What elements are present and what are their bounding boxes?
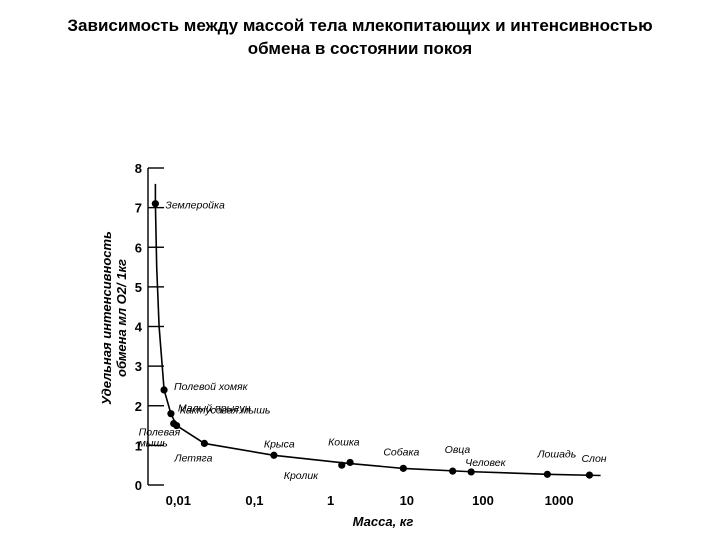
chart-title-line-2: обмена в состоянии покоя (247, 39, 473, 58)
point-label: Летяга (173, 452, 212, 464)
x-tick-label: 100 (472, 493, 494, 508)
data-point (399, 464, 407, 472)
x-tick-label: 10 (400, 493, 414, 508)
y-tick-label: 6 (135, 240, 142, 255)
data-point (173, 421, 181, 430)
point-label: Крыса (264, 438, 295, 450)
data-point (346, 458, 354, 467)
data-point (585, 471, 594, 479)
x-tick-label: 1000 (545, 493, 574, 508)
data-point (338, 461, 346, 469)
point-label: Слон (581, 453, 606, 465)
point-labels-layer: Землеройка Полевой хомяк Малый прыгунКакту… (139, 200, 607, 483)
x-tick-label: 0,01 (166, 493, 191, 508)
y-tick-label: 1 (135, 438, 142, 453)
point-label: Полевой хомяк (174, 381, 249, 393)
x-axis-label: Масса, кг (353, 514, 414, 529)
point-label: Человек (465, 457, 506, 469)
point-label: Землеройка (165, 200, 225, 212)
data-point (270, 451, 278, 459)
point-label: Кактусовая мышь (180, 405, 271, 417)
point-label: Полевая (139, 427, 181, 439)
y-tick-label: 2 (135, 399, 142, 414)
data-point (151, 200, 159, 208)
y-axis-label-line-1: Удельная интенсивность (99, 231, 114, 405)
point-label: Кролик (284, 470, 319, 482)
x-tick-label: 0,1 (245, 493, 263, 508)
x-tick-label: 1 (327, 493, 334, 508)
point-label: Кошка (328, 436, 360, 448)
data-point (467, 468, 475, 476)
y-tick-label: 4 (135, 320, 143, 335)
y-tick-label: 8 (135, 161, 142, 176)
chart-title: Зависимость между массой тела млекопитаю… (0, 14, 720, 60)
point-label: Овца (445, 444, 471, 456)
point-label: Собака (383, 446, 419, 458)
data-point (167, 410, 175, 418)
point-label: мышь (139, 438, 168, 450)
chart-title-line-1: Зависимость между массой тела млекопитаю… (67, 16, 653, 35)
data-point (449, 467, 457, 475)
y-axis-label-line-2: обмена мл O2/ 1кг (114, 259, 129, 377)
y-tick-label: 5 (135, 280, 142, 295)
y-tick-label: 3 (135, 359, 142, 374)
axes: 0 1 2 3 4 5 6 7 8 0,01 0,1 1 10 100 1000 (135, 161, 574, 508)
point-label: Лошадь (536, 448, 576, 460)
data-point (200, 439, 208, 447)
y-tick-label: 0 (135, 478, 142, 493)
trend-curve-layer (154, 183, 601, 477)
data-point (160, 386, 168, 394)
trend-curve (154, 183, 601, 477)
data-points-layer (151, 200, 594, 479)
data-point (543, 470, 551, 478)
point-label: Малый прыгун (178, 403, 251, 415)
y-axis-label: Удельная интенсивность обмена мл O2/ 1кг (99, 231, 129, 405)
y-tick-label: 7 (135, 201, 142, 216)
